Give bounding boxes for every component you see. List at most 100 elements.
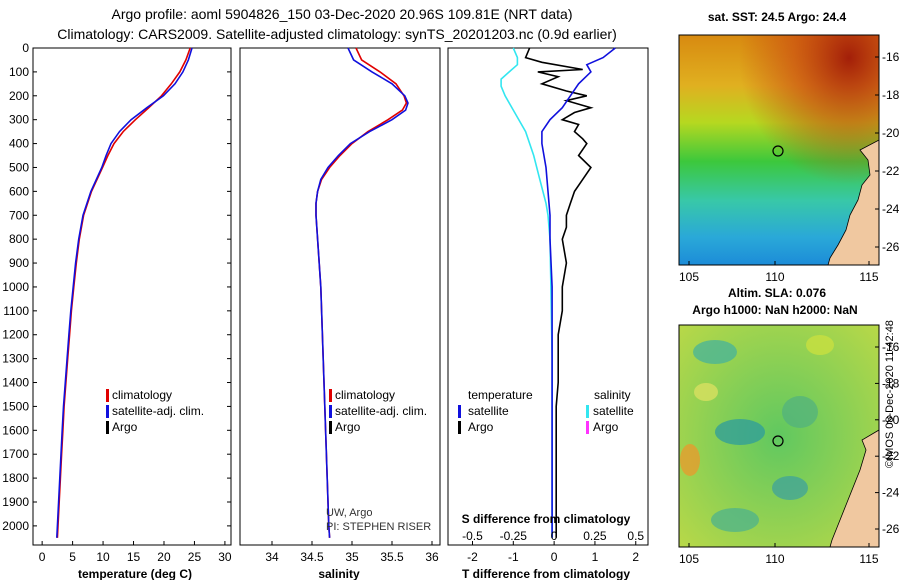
map-lon-label: 110	[765, 270, 784, 284]
x-tick-label: 15	[127, 550, 141, 564]
sla-frame	[678, 324, 880, 548]
depth-tick-label: 0	[22, 41, 29, 55]
map-lon-label: 105	[679, 552, 699, 566]
depth-tick-label: 1100	[3, 304, 29, 318]
difference-line-temperature-argo	[524, 47, 594, 538]
legend-swatch-climatology	[106, 389, 109, 402]
data-source-line2: PI: STEPHEN RISER	[326, 521, 431, 533]
x-tick-label: -2	[467, 550, 478, 564]
top-tick-label: 0	[551, 529, 558, 543]
x-tick-label: -1	[508, 550, 519, 564]
depth-tick-label: 900	[9, 256, 29, 270]
depth-tick-label: 100	[9, 65, 29, 79]
x-tick-label: 25	[188, 550, 202, 564]
legend-swatch-sal-argo	[586, 421, 589, 434]
top-tick-label: 0.5	[627, 529, 644, 543]
map-lon-label: 115	[859, 552, 878, 566]
legend-label-argo: Argo	[335, 420, 361, 434]
legend-swatch-temp-satellite	[458, 405, 461, 418]
difference-panel: -2 -1 0 1 2 T difference from climatology S …	[447, 47, 649, 580]
legend-label-temp-satellite: satellite	[468, 404, 509, 418]
map-lat-label: -26	[882, 240, 900, 254]
map-lat-label: -24	[882, 486, 900, 500]
difference-top-ticks: -0.5 -0.25 0 0.25 0.5	[462, 529, 644, 543]
map-lat-label: -22	[882, 449, 900, 463]
sla-eddy	[782, 396, 818, 428]
top-tick-label: -0.5	[462, 529, 483, 543]
temperature-legend: climatology satellite-adj. clim. Argo	[106, 388, 204, 434]
legend-swatch-argo	[106, 421, 109, 434]
difference-xlabel-top: S difference from climatology	[462, 512, 631, 526]
depth-tick-label: 400	[9, 137, 29, 151]
salinity-xlabel: salinity	[318, 567, 360, 580]
legend-label-sal-argo: Argo	[593, 420, 619, 434]
sla-map-title-1: Altim. SLA: 0.076	[728, 286, 826, 300]
difference-frame	[447, 47, 649, 546]
temperature-xlabel: temperature (deg C)	[78, 567, 192, 580]
x-tick-label: 34	[265, 550, 279, 564]
depth-tick-label: 1600	[2, 423, 29, 437]
sla-eddy	[806, 335, 834, 355]
salinity-x-axis: 34 34.5 35 35.5 36	[265, 541, 439, 564]
sla-eddy	[693, 340, 737, 364]
x-tick-label: 20	[157, 550, 171, 564]
imos-credit: ©IMOS 08-Dec-2020 11:42:48	[884, 320, 896, 468]
top-tick-label: -0.25	[500, 529, 528, 543]
sla-eddy	[680, 444, 700, 476]
depth-tick-label: 1900	[2, 495, 29, 509]
x-tick-label: 30	[218, 550, 232, 564]
x-tick-label: 0	[39, 550, 46, 564]
sla-map-panel: Altim. SLA: 0.076 Argo h1000: NaN h2000:…	[678, 286, 900, 566]
depth-tick-label: 800	[9, 232, 29, 246]
depth-tick-label: 1400	[2, 376, 29, 390]
sst-axes: -16 -18 -20 -22 -24 -26 105 110 115	[679, 50, 900, 284]
depth-tick-label: 500	[9, 160, 29, 174]
legend-title-salinity: salinity	[594, 388, 631, 402]
salinity-line-satellite	[315, 47, 409, 538]
x-tick-label: 35.5	[380, 550, 404, 564]
map-lat-label: -26	[882, 522, 900, 536]
salinity-frame	[239, 47, 441, 546]
sst-argo-location-marker	[772, 145, 784, 157]
x-tick-label: 35	[345, 550, 359, 564]
depth-tick-label: 700	[9, 208, 29, 222]
data-source-line1: UW, Argo	[326, 507, 372, 519]
figure-title-line1: Argo profile: aoml 5904826_150 03-Dec-20…	[111, 6, 572, 22]
map-lat-label: -18	[882, 376, 900, 390]
sla-eddy	[772, 476, 808, 500]
depth-tick-label: 1300	[2, 352, 29, 366]
legend-label-temp-argo: Argo	[468, 420, 494, 434]
depth-tick-label: 600	[9, 184, 29, 198]
salinity-legend: climatology satellite-adj. clim. Argo	[329, 388, 427, 434]
depth-tick-label: 200	[9, 89, 29, 103]
legend-label-sal-satellite: satellite	[593, 404, 634, 418]
legend-label-argo: Argo	[112, 420, 138, 434]
map-lat-label: -18	[882, 88, 900, 102]
x-tick-label: 5	[69, 550, 76, 564]
depth-tick-label: 1200	[2, 328, 29, 342]
sst-map-title: sat. SST: 24.5 Argo: 24.4	[708, 10, 847, 24]
sla-axes: -16 -18 -20 -22 -24 -26 105 110 115	[679, 340, 900, 566]
temperature-x-axis: 0 5 10 15 20 25 30	[39, 541, 232, 564]
difference-series	[500, 47, 616, 538]
sla-eddies	[680, 335, 834, 532]
legend-swatch-climatology	[329, 389, 332, 402]
map-lat-label: -16	[882, 50, 900, 64]
legend-swatch-sal-satellite	[586, 405, 589, 418]
map-lon-label: 110	[765, 552, 784, 566]
legend-label-climatology: climatology	[112, 388, 172, 402]
figure-title-line2: Climatology: CARS2009. Satellite-adjuste…	[57, 26, 617, 42]
legend-swatch-argo	[329, 421, 332, 434]
map-lat-label: -16	[882, 340, 900, 354]
legend-swatch-satellite	[106, 405, 109, 418]
legend-swatch-temp-argo	[458, 421, 461, 434]
difference-line-temperature-satellite	[541, 47, 616, 538]
sst-map-panel: sat. SST: 24.5 Argo: 24.4	[678, 10, 900, 284]
depth-tick-label: 2000	[2, 519, 29, 533]
x-tick-label: 0	[551, 550, 558, 564]
x-tick-label: 36	[425, 550, 439, 564]
temperature-line-satellite	[56, 47, 193, 538]
depth-tick-label: 300	[9, 113, 29, 127]
salinity-panel: 34 34.5 35 35.5 36 salinity climatology sate…	[239, 47, 441, 580]
